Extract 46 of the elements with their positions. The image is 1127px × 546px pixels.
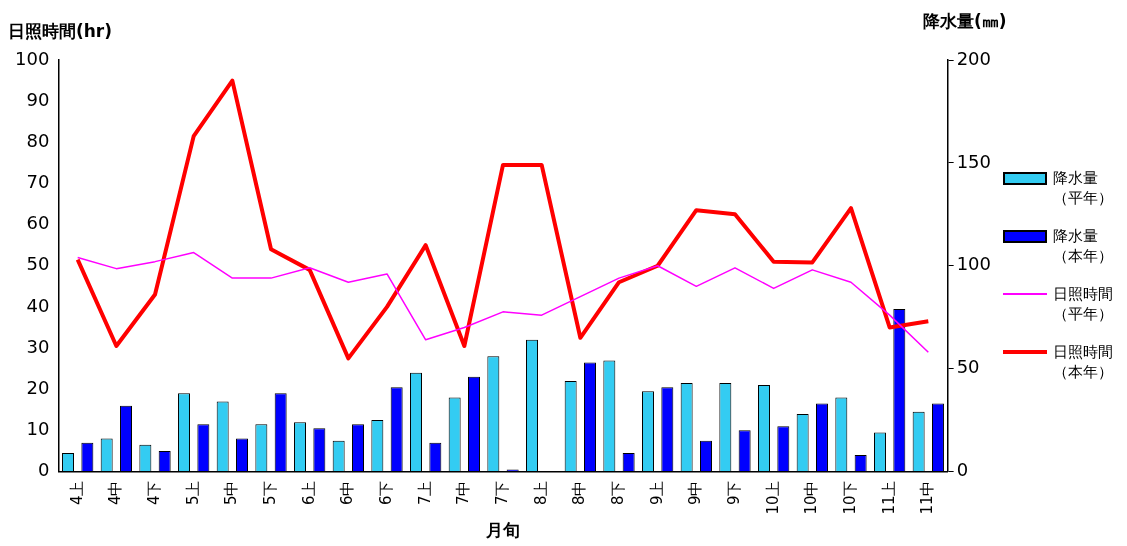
y-axis-title: 日照時間(hr) [8,20,113,43]
x-tick-label: 9中 [686,480,705,506]
x-tick-label: 4下 [144,480,163,506]
x-tick-label: 4上 [67,480,86,506]
x-tick-label: 6中 [338,480,357,506]
x-tick-label: 6下 [376,480,395,506]
legend-label: 日照時間（本年） [1053,342,1114,382]
x-tick-label: 5中 [222,480,241,506]
y-tick-label: 20 [26,376,50,398]
x-tick-label: 5下 [260,480,279,506]
x-tick-label: 8中 [570,480,589,506]
x-tick-label: 10上 [763,480,782,515]
legend-label: 降水量（平年） [1053,168,1114,208]
x-tick-label: 6上 [299,480,318,506]
y-tick-label: 100 [15,47,50,69]
y-tick-label: 90 [26,88,50,110]
y2-tick-label: 0 [956,459,969,481]
y2-axis-title: 降水量(㎜) [923,10,1007,33]
x-tick-label: 10下 [840,480,859,515]
x-tick-label: 9下 [724,480,743,506]
x-tick-label: 5上 [183,480,202,506]
x-tick-label: 7中 [454,480,473,506]
y-tick-label: 10 [26,418,50,440]
x-tick-label: 8下 [608,480,627,506]
x-tick-label: 11中 [918,480,937,515]
legend-label: 日照時間（平年） [1053,284,1114,324]
y-tick-label: 30 [26,335,50,357]
y2-tick-label: 100 [956,253,991,275]
x-axis-title: 月旬 [485,520,520,541]
y-tick-label: 60 [26,212,50,234]
x-tick-label: 7下 [492,480,511,506]
y-tick-label: 50 [26,253,50,275]
x-tick-label: 11上 [879,480,898,515]
y2-tick-label: 50 [956,356,980,378]
x-tick-label: 9上 [647,480,666,506]
x-tick-label: 4中 [106,480,125,506]
x-tick-label: 10中 [802,480,821,515]
y-tick-label: 0 [37,459,50,481]
y2-tick-label: 200 [956,47,991,69]
legend-label: 降水量（本年） [1053,226,1114,266]
y-tick-label: 40 [26,294,50,316]
x-tick-label: 8上 [531,480,550,506]
x-tick-label: 7上 [415,480,434,506]
y2-tick-label: 150 [956,150,991,172]
y-tick-label: 70 [26,171,50,193]
y-tick-label: 80 [26,129,50,151]
